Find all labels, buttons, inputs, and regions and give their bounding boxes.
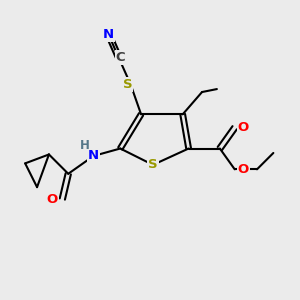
Text: S: S xyxy=(123,78,133,91)
Text: N: N xyxy=(88,149,99,162)
Text: N: N xyxy=(103,28,114,40)
Text: S: S xyxy=(148,158,158,171)
Text: O: O xyxy=(238,121,249,134)
Text: O: O xyxy=(46,193,58,206)
Text: O: O xyxy=(238,163,249,176)
Text: H: H xyxy=(80,139,89,152)
Text: C: C xyxy=(116,51,125,64)
